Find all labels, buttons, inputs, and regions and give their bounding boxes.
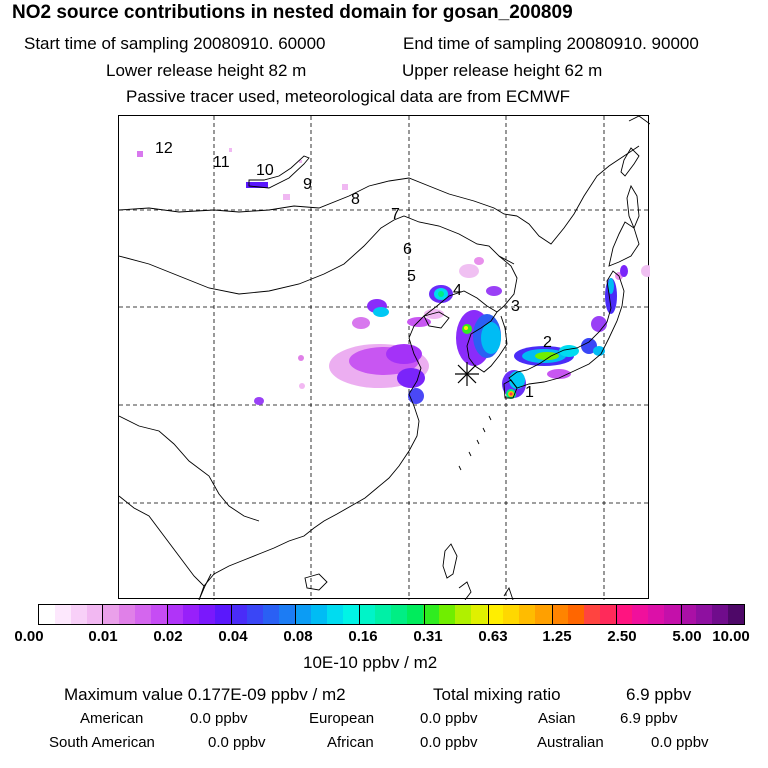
scale-tick-label: 0.31 [413,628,443,645]
color-swatch [503,605,520,624]
color-swatch [247,605,264,624]
lower-release-label: Lower release height 82 m [106,61,307,80]
trajectory-label-4: 4 [453,282,462,299]
scale-tick-label: 10.00 [712,628,750,645]
scale-tick-label: 2.50 [607,628,637,645]
color-swatch [471,605,488,624]
color-swatch [551,605,568,624]
region-name: South American [49,734,155,751]
trajectory-label-10: 10 [256,162,274,179]
color-swatch [599,605,616,624]
scale-tick-label: 0.00 [14,628,44,645]
color-swatch [183,605,200,624]
lat-lon-grid [119,116,650,600]
max-value-label: Maximum value 0.177E-09 ppbv / m2 [64,685,346,704]
map-panel: 1 2 3 4 5 6 7 8 9 10 11 12 [118,115,650,600]
trajectory-label-6: 6 [403,241,412,258]
region-value: 0.0 ppbv [190,710,248,727]
color-swatch [647,605,664,624]
scale-tick-label: 5.00 [672,628,702,645]
station-marker [455,362,479,386]
color-swatch [359,605,376,624]
trajectory-label-1: 1 [525,384,534,401]
color-swatch [71,605,88,624]
page-title: NO2 source contributions in nested domai… [12,2,573,23]
region-value: 6.9 ppbv [620,710,678,727]
scale-tick-label: 0.16 [348,628,378,645]
color-swatch [631,605,648,624]
region-name: Asian [538,710,576,727]
color-swatch [167,605,184,624]
trajectory-label-12: 12 [155,140,173,157]
scale-tick-label: 1.25 [542,628,572,645]
color-swatch [311,605,328,624]
upper-release-label: Upper release height 62 m [402,61,603,80]
region-value: 0.0 ppbv [208,734,266,751]
tracer-note: Passive tracer used, meteorological data… [126,87,571,106]
color-swatch [87,605,104,624]
total-mixing-label: Total mixing ratio [433,685,561,704]
color-swatch [55,605,72,624]
color-swatch [103,605,120,624]
color-swatch [343,605,360,624]
region-name: African [327,734,374,751]
color-swatch [679,605,696,624]
color-swatch [295,605,312,624]
color-swatch [279,605,296,624]
color-swatch [535,605,552,624]
color-swatch [391,605,408,624]
color-swatch [151,605,168,624]
scale-tick-label: 0.04 [218,628,248,645]
start-time-label: Start time of sampling 20080910. 60000 [24,34,326,53]
color-swatch [231,605,248,624]
map-canvas [119,116,650,600]
color-swatch [615,605,632,624]
color-swatch [263,605,280,624]
color-swatch [215,605,232,624]
end-time-label: End time of sampling 20080910. 90000 [403,34,699,53]
coastlines [119,116,650,600]
trajectory-label-9: 9 [303,176,312,193]
scale-tick-label: 0.02 [153,628,183,645]
region-name: European [309,710,375,727]
color-swatch [439,605,456,624]
color-swatch [327,605,344,624]
region-name: Australian [537,734,604,751]
color-swatch [199,605,216,624]
color-swatch [39,605,56,624]
total-mixing-value: 6.9 ppbv [626,685,692,704]
color-swatch [711,605,728,624]
trajectory-label-8: 8 [351,191,360,208]
color-swatch [119,605,136,624]
region-value: 0.0 ppbv [420,710,478,727]
color-swatch [407,605,424,624]
scale-tick-label: 0.01 [88,628,118,645]
color-swatch [375,605,392,624]
region-value: 0.0 ppbv [651,734,709,751]
color-swatch [567,605,584,624]
region-name: American [80,710,144,727]
color-swatch [519,605,536,624]
trajectory-label-11: 11 [213,154,230,171]
scale-tick-label: 0.08 [283,628,313,645]
no2-contribution-field [137,148,650,405]
color-scale-bar [38,604,745,625]
scale-tick-label: 0.63 [478,628,508,645]
color-swatch [695,605,712,624]
color-swatch [663,605,680,624]
trajectory-label-5: 5 [407,268,416,285]
color-swatch [727,605,744,624]
color-swatch [423,605,440,624]
region-value: 0.0 ppbv [420,734,478,751]
scale-units-label: 10E-10 ppbv / m2 [303,653,438,672]
color-swatch [455,605,472,624]
trajectory-label-7: 7 [391,206,400,223]
color-swatch [135,605,152,624]
trajectory-label-3: 3 [511,298,520,315]
color-swatch [583,605,600,624]
trajectory-label-2: 2 [543,334,552,351]
color-swatch [487,605,504,624]
